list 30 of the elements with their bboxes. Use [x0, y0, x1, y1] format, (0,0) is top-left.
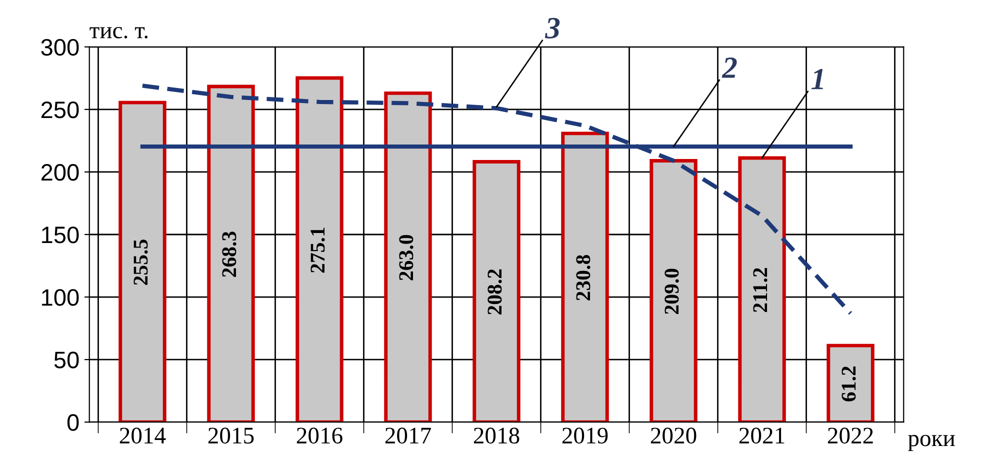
data-label: 230.8: [576, 255, 590, 300]
data-label: 211.2: [753, 268, 768, 312]
y-tick-label: 50: [54, 352, 79, 368]
data-label: 208.2: [488, 269, 502, 314]
x-tick-label: 2020: [650, 428, 696, 444]
x-tick-label: 2022: [828, 428, 873, 444]
annotation: 3: [544, 18, 560, 38]
x-tick-label: 2018: [474, 428, 520, 444]
y-tick-label: 300: [41, 38, 79, 56]
x-tick-label: 2021: [739, 428, 784, 444]
data-label: 61.2: [842, 366, 856, 402]
y-tick-label: 0: [67, 414, 79, 431]
data-label: 275.1: [310, 228, 325, 273]
annotation: 1: [811, 69, 823, 90]
x-tick-label: 2017: [385, 428, 431, 444]
data-label: 255.5: [134, 240, 148, 285]
x-tick-label: 2014: [120, 428, 166, 444]
data-label: 268.3: [222, 232, 236, 277]
y-axis-title: тис. т.: [90, 26, 148, 38]
x-tick-label: 2016: [296, 428, 342, 444]
annotation: 2: [722, 58, 737, 78]
x-tick-label: 2019: [562, 428, 608, 444]
x-axis-title: роки: [908, 434, 955, 452]
y-tick-label: 100: [42, 289, 79, 306]
y-tick-label: 250: [41, 102, 79, 118]
x-tick-label: 2015: [208, 428, 254, 444]
data-label: 209.0: [664, 268, 679, 314]
y-tick-label: 150: [42, 226, 79, 244]
data-label: 263.0: [399, 234, 414, 280]
y-tick-label: 200: [41, 164, 79, 181]
